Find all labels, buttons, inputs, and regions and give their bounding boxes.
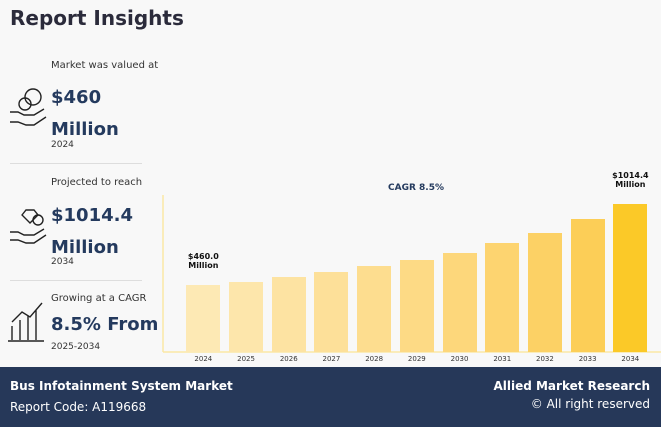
stat-value: $460 Million bbox=[51, 87, 119, 140]
stat-note: 2034 bbox=[51, 257, 74, 267]
x-tick-label: 2028 bbox=[365, 355, 384, 363]
bar bbox=[399, 260, 434, 352]
bar bbox=[186, 284, 221, 352]
bar bbox=[442, 253, 477, 352]
value-label: $1014.4 Million bbox=[612, 171, 649, 189]
cagr-annotation: CAGR 8.5% bbox=[388, 183, 444, 193]
stat-label: Market was valued at bbox=[51, 60, 159, 71]
x-tick-label: 2026 bbox=[279, 355, 298, 363]
bar bbox=[485, 243, 520, 352]
stat-note: 2025-2034 bbox=[51, 342, 101, 352]
bar bbox=[357, 266, 392, 352]
divider bbox=[10, 163, 142, 164]
bar bbox=[314, 272, 349, 352]
x-tick-label: 2032 bbox=[536, 355, 554, 363]
rights: © All right reserved bbox=[530, 397, 650, 411]
market-name: Bus Infotainment System Market bbox=[10, 379, 233, 393]
footer: Bus Infotainment System Market Report Co… bbox=[0, 367, 661, 427]
divider bbox=[10, 280, 142, 281]
report-code: Report Code: A119668 bbox=[10, 400, 147, 414]
x-tick-label: 2029 bbox=[407, 355, 426, 363]
stat-value: $1014.4 Million bbox=[51, 205, 133, 258]
bar bbox=[570, 219, 605, 352]
x-tick-label: 2024 bbox=[194, 355, 213, 363]
x-tick-label: 2031 bbox=[493, 355, 512, 363]
bar bbox=[613, 204, 648, 352]
x-tick-label: 2034 bbox=[621, 355, 640, 363]
value-label: $460.0 Million bbox=[187, 251, 219, 270]
chart: CAGR 8.5% 2024 $460.0 Million 2025 2026 2027… bbox=[186, 171, 649, 363]
bar bbox=[271, 277, 306, 352]
bar bbox=[527, 233, 562, 352]
x-tick-label: 2027 bbox=[322, 355, 341, 363]
x-tick-label: 2025 bbox=[237, 355, 255, 363]
icons bbox=[8, 88, 661, 353]
stat-label: Growing at a CAGR bbox=[51, 293, 147, 304]
stat-label: Projected to reach bbox=[51, 177, 143, 188]
stat-note: 2024 bbox=[51, 140, 74, 150]
x-tick-label: 2030 bbox=[450, 355, 469, 363]
x-tick-label: 2033 bbox=[578, 355, 597, 363]
brand: Allied Market Research bbox=[493, 379, 650, 393]
title: Report Insights bbox=[10, 6, 184, 30]
stat-value: 8.5% From bbox=[51, 314, 159, 335]
bar bbox=[229, 282, 264, 352]
